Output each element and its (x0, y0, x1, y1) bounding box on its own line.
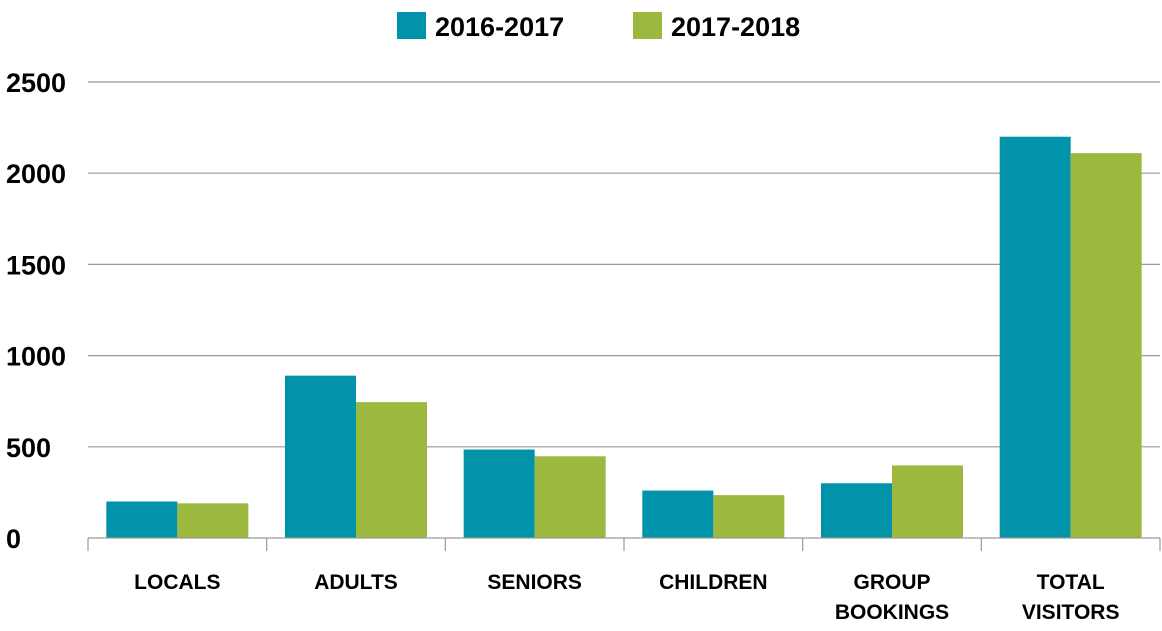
bar-locals-2016-2017 (106, 501, 178, 538)
x-tick-label: CHILDREN (659, 571, 768, 594)
x-tick-label: LOCALS (134, 571, 220, 594)
gridlines (88, 81, 1160, 448)
legend-swatch-1 (397, 12, 426, 39)
legend: 2016-2017 2017-2018 (397, 12, 800, 42)
x-tick-label: TOTAL (1037, 571, 1105, 594)
y-tick-label-2000: 2000 (6, 159, 66, 189)
bars (106, 136, 1142, 539)
x-tick-label: VISITORS (1022, 601, 1120, 624)
legend-label-2: 2017-2018 (671, 12, 800, 42)
y-tick-label-0: 0 (6, 524, 21, 554)
bar-group-bookings-2017-2018 (892, 465, 963, 538)
y-tick-label-1000: 1000 (6, 342, 66, 372)
x-tick-label: SENIORS (487, 571, 582, 594)
x-tick-label: GROUP (853, 571, 930, 594)
bar-total-visitors-2017-2018 (1070, 153, 1142, 539)
y-tick-label-1500: 1500 (6, 250, 66, 280)
bar-adults-2017-2018 (356, 402, 427, 538)
bar-total-visitors-2016-2017 (999, 136, 1071, 538)
x-tick-label: ADULTS (314, 571, 398, 594)
y-tick-label-500: 500 (6, 433, 51, 463)
bar-seniors-2016-2017 (463, 449, 535, 538)
bar-seniors-2017-2018 (534, 456, 606, 538)
y-axis-ticks: 0 500 1000 1500 2000 2500 (6, 68, 66, 554)
bar-locals-2017-2018 (177, 503, 249, 538)
bar-group-bookings-2016-2017 (821, 483, 892, 538)
x-tick-label: BOOKINGS (835, 601, 949, 624)
x-axis-ticks: LOCALS ADULTS SENIORS CHILDREN GROUP BOOKINGS… (134, 571, 1119, 624)
bar-adults-2016-2017 (285, 375, 356, 538)
y-tick-label-2500: 2500 (6, 68, 66, 98)
legend-label-1: 2016-2017 (435, 12, 564, 42)
legend-swatch-2 (633, 12, 662, 39)
bar-children-2017-2018 (713, 495, 785, 538)
bar-children-2016-2017 (642, 490, 714, 538)
x-axis (87, 537, 1161, 551)
